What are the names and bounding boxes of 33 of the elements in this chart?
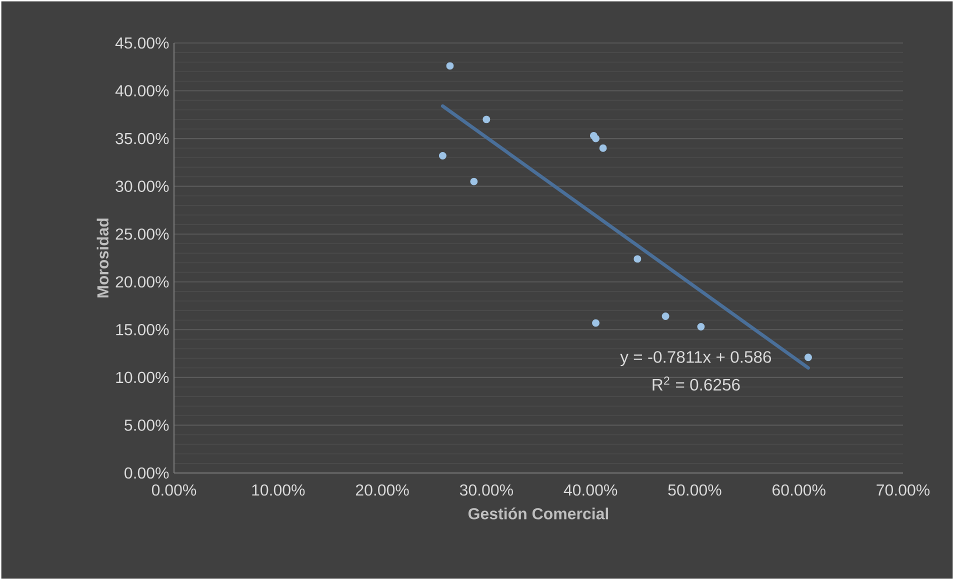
point <box>599 144 607 152</box>
annotation: R$^{2}$ = 0.6256 <box>652 376 740 391</box>
point <box>662 312 670 320</box>
y-tick-label: 20.00% <box>116 276 169 288</box>
y-tick-label: 15.00% <box>116 324 169 336</box>
x-tick-label: 60.00% <box>772 484 826 496</box>
point <box>804 354 812 362</box>
x-tick-label: 50.00% <box>668 484 722 496</box>
point <box>592 319 600 327</box>
y-tick-label: 10.00% <box>116 372 169 384</box>
x-tick-label: 30.00% <box>460 484 513 496</box>
x-tick-label: 40.00% <box>564 484 618 496</box>
point <box>592 134 600 142</box>
x-axis-title: Gestión Comercial <box>468 508 608 520</box>
y-tick-label: 35.00% <box>116 132 169 144</box>
point <box>482 116 490 124</box>
y-tick-label: 40.00% <box>115 85 169 96</box>
point <box>438 152 446 160</box>
y-tick-label: 0.00% <box>124 467 169 479</box>
x-tick-label: 70.00% <box>876 484 930 496</box>
y-tick-label: 25.00% <box>116 228 169 240</box>
point <box>446 62 454 70</box>
y-axis-title: Morosidad <box>96 218 109 298</box>
y-tick-label: 30.00% <box>116 180 169 192</box>
point <box>470 178 478 186</box>
x-tick-label: 20.00% <box>356 484 409 496</box>
x-tick-label: 0.00% <box>152 484 196 496</box>
point <box>697 323 705 331</box>
x-tick-label: 10.00% <box>252 484 305 496</box>
y-tick-label: 5.00% <box>124 420 169 431</box>
annotation: y = -0.7811x + 0.586 <box>620 351 772 366</box>
point <box>634 255 642 263</box>
y-tick-label: 45.00% <box>115 37 169 49</box>
